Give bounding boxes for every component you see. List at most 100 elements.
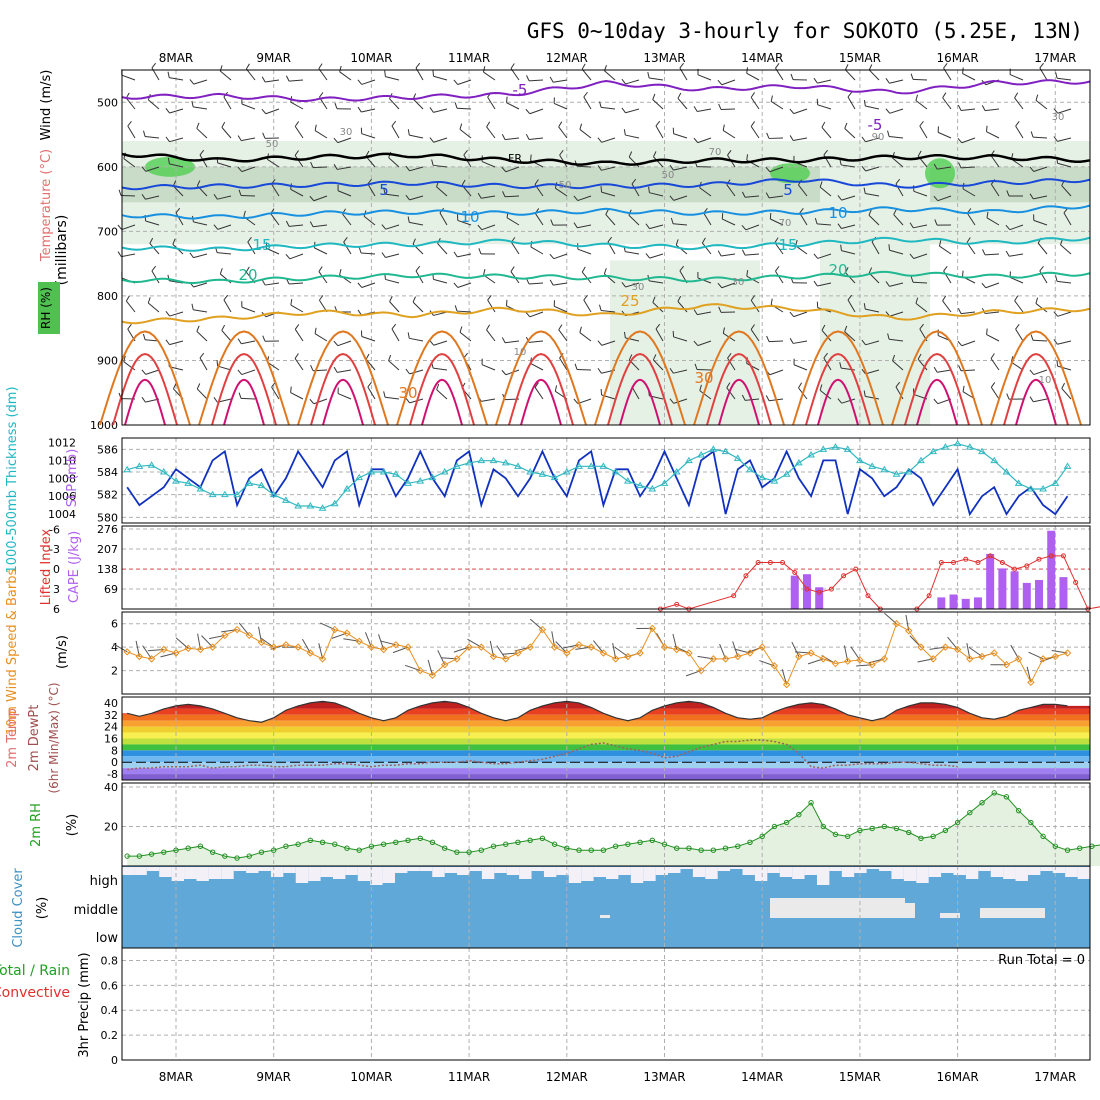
wind-barb-flag xyxy=(813,253,819,259)
wind-speed-point xyxy=(294,643,302,651)
wind-barb xyxy=(433,164,448,168)
wind-barb xyxy=(889,249,904,255)
wind-speed-point xyxy=(599,649,608,657)
wind-barb xyxy=(721,79,736,86)
wind-speed-point xyxy=(624,652,632,661)
wind-speed-point xyxy=(880,655,889,663)
wind-barb-flag xyxy=(223,294,229,301)
warm-surface-contour xyxy=(495,330,587,426)
wind-barb-flag xyxy=(461,179,466,186)
wind-barb-flag xyxy=(339,268,342,276)
wind-barb xyxy=(750,97,760,110)
thickness-point xyxy=(1026,485,1035,492)
high-cloud-gap xyxy=(978,867,991,871)
wind-barb-flag xyxy=(933,366,938,373)
warm-surface-contour xyxy=(421,378,463,426)
wind-barb xyxy=(769,369,784,376)
wind-barb xyxy=(937,131,952,139)
rh-point xyxy=(612,843,619,849)
thickness-point xyxy=(697,451,706,458)
lifted-index-tick: -3 xyxy=(49,543,60,556)
thickness-point xyxy=(318,504,327,511)
wind-speed-point xyxy=(697,666,705,675)
wind-barb xyxy=(193,253,208,259)
wind-barb xyxy=(433,75,448,81)
wind-barb xyxy=(1057,162,1072,168)
thickness-point xyxy=(917,456,925,464)
wind-barb-flag xyxy=(892,354,896,361)
wind-barb xyxy=(1057,137,1072,142)
wind-barb xyxy=(649,77,664,81)
high-cloud-gap xyxy=(730,867,743,869)
wind-barb xyxy=(605,214,616,226)
wind-barb xyxy=(505,137,520,141)
wind-barb xyxy=(844,128,856,139)
wind-barb xyxy=(385,76,400,81)
wind-barb xyxy=(819,389,832,400)
wind-barb xyxy=(961,137,976,144)
rh-point xyxy=(319,839,326,845)
wind-barb xyxy=(318,68,328,81)
wind-barb-flag xyxy=(245,266,250,273)
wind-barb xyxy=(554,305,568,313)
rh-point xyxy=(942,827,949,834)
temp-color-band xyxy=(122,732,1090,739)
wind-barb xyxy=(314,247,328,255)
wind-barb-flag xyxy=(271,382,276,388)
wind-barb-flag xyxy=(599,304,602,311)
wind-barb xyxy=(528,282,544,285)
thickness-point xyxy=(245,479,254,486)
wind-barb xyxy=(847,299,856,313)
wind-barb-flag xyxy=(550,219,554,226)
thickness-point xyxy=(843,445,852,452)
wind-barb-flag xyxy=(432,70,435,77)
wind-barb xyxy=(555,187,568,197)
high-cloud-gap xyxy=(606,867,619,879)
wind-barb xyxy=(481,195,496,199)
wind-barb-flag xyxy=(579,326,582,333)
thickness-point xyxy=(856,456,864,464)
wind-barb xyxy=(266,158,280,168)
wind-barb xyxy=(1033,219,1048,226)
wind-barb-flag xyxy=(357,106,362,113)
wind-barb-flag xyxy=(847,294,853,301)
wind-barb xyxy=(1057,311,1072,317)
pressure-tick: 700 xyxy=(97,225,118,238)
wind-barb xyxy=(1057,365,1072,371)
cape-bar xyxy=(815,587,824,609)
wind-ylabel: Wind (m/s) xyxy=(39,70,54,141)
warm-surface-contour xyxy=(718,378,760,426)
high-cloud-gap xyxy=(171,867,185,881)
wind-barb xyxy=(385,278,400,284)
rh-contour-label: 30 xyxy=(1052,112,1065,123)
wind-barb xyxy=(294,155,304,168)
wind-barb xyxy=(294,126,304,139)
wind-barb-flag xyxy=(717,79,723,86)
wind-barb xyxy=(577,248,592,255)
wind-barb xyxy=(312,166,328,169)
wind-barb-flag xyxy=(669,195,675,201)
wind-barb-flag xyxy=(1053,311,1059,317)
wind-barb xyxy=(583,96,592,110)
wind-barb-flag xyxy=(583,294,588,301)
wind-barb xyxy=(193,309,208,313)
wind-barb xyxy=(889,108,904,114)
dewpoint-ylabel: 2m DewPt xyxy=(27,705,42,772)
temp-color-band xyxy=(122,756,1090,763)
wind-barb-flag xyxy=(310,161,314,168)
wind-barb xyxy=(459,128,472,139)
wind-barb xyxy=(289,253,304,260)
wind-barb-flag xyxy=(149,237,154,244)
wind-barb xyxy=(121,224,136,231)
date-label-top: 14MAR xyxy=(741,51,783,65)
cape-bar xyxy=(790,575,799,609)
wind-barb xyxy=(409,369,424,375)
wind-barb xyxy=(868,214,880,226)
temperature-contour-label: 15 xyxy=(252,236,271,254)
wind-barb-flag xyxy=(718,103,722,110)
high-cloud-gap xyxy=(903,867,917,881)
wind-speed-point xyxy=(343,629,351,637)
wind-barb-flag xyxy=(766,335,770,342)
wind-speed-point xyxy=(135,652,144,661)
precip-tick: 0.2 xyxy=(101,1029,119,1042)
